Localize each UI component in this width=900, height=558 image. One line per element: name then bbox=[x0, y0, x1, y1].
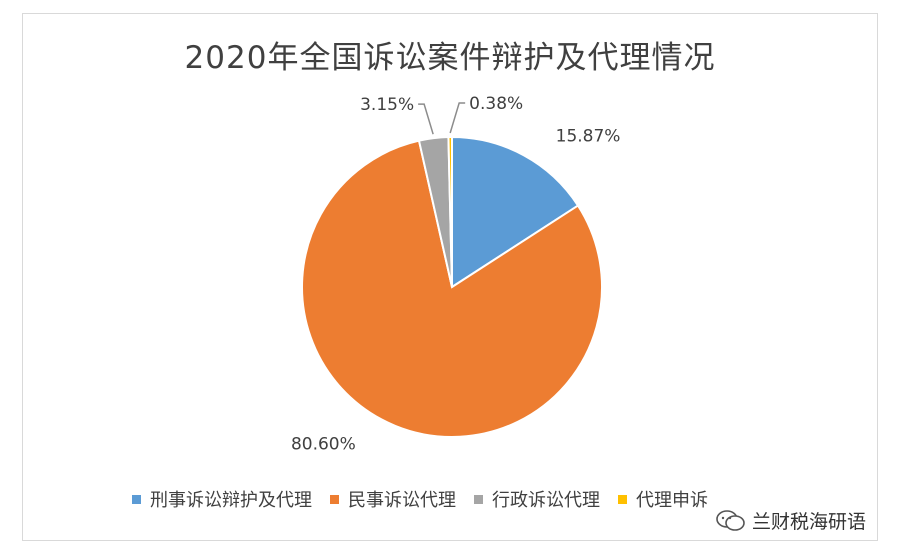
pie-slice-criminal bbox=[451, 135, 580, 289]
data-label-civil: 80.60% bbox=[291, 435, 356, 455]
legend-label-criminal: 刑事诉讼辩护及代理 bbox=[150, 490, 312, 511]
chart-title: 2020年全国诉讼案件辩护及代理情况 bbox=[184, 40, 716, 76]
wechat-icon bbox=[716, 509, 745, 531]
leader-line-admin bbox=[418, 103, 434, 135]
legend-label-civil: 民事诉讼代理 bbox=[348, 490, 456, 511]
data-label-appeal: 0.38% bbox=[469, 94, 523, 114]
pie-slice-appeal bbox=[447, 135, 453, 288]
pie-slice-civil bbox=[301, 139, 603, 438]
watermark-text: 兰财税海研语 bbox=[751, 511, 866, 533]
legend-item-criminal: 刑事诉讼辩护及代理 bbox=[132, 486, 312, 512]
legend-item-civil: 民事诉讼代理 bbox=[330, 486, 456, 512]
leader-line-appeal bbox=[449, 102, 466, 134]
legend-item-appeal: 代理申诉 bbox=[618, 486, 708, 512]
watermark: 兰财税海研语 bbox=[709, 505, 872, 536]
legend-swatch-civil bbox=[330, 494, 339, 504]
legend-label-admin: 行政诉讼代理 bbox=[492, 490, 600, 511]
data-label-admin: 3.15% bbox=[360, 95, 414, 115]
legend-swatch-admin bbox=[474, 494, 483, 504]
legend-swatch-criminal bbox=[132, 494, 141, 504]
legend-swatch-appeal bbox=[618, 494, 627, 504]
data-label-criminal: 15.87% bbox=[556, 127, 621, 147]
legend-item-admin: 行政诉讼代理 bbox=[474, 486, 600, 512]
legend-label-appeal: 代理申诉 bbox=[636, 490, 708, 511]
legend: 刑事诉讼辩护及代理 民事诉讼代理 行政诉讼代理 代理申诉 bbox=[132, 486, 726, 512]
